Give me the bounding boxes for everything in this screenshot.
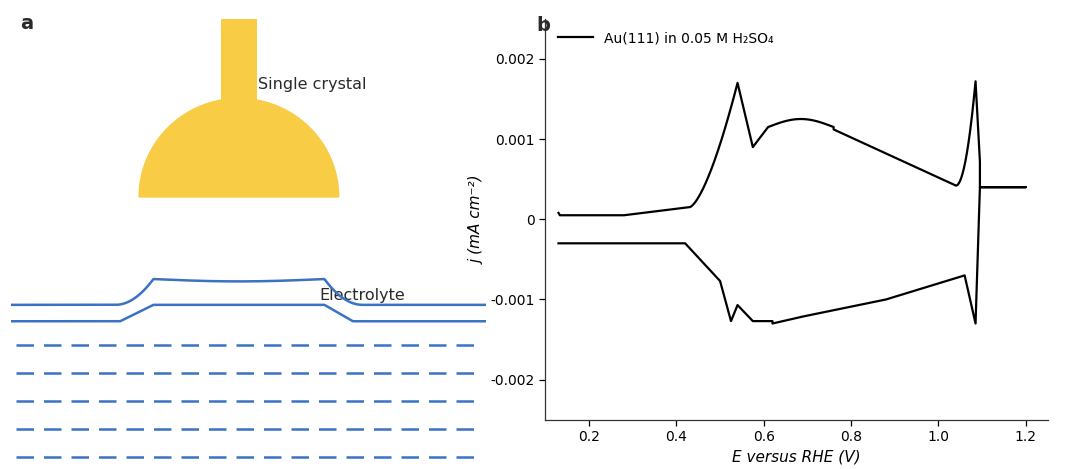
Bar [221, 19, 257, 197]
Text: a: a [21, 14, 33, 33]
Text: Electrolyte: Electrolyte [320, 288, 405, 303]
Text: Single crystal: Single crystal [258, 77, 366, 92]
Y-axis label: j (mA cm⁻²): j (mA cm⁻²) [470, 175, 485, 264]
Polygon shape [139, 98, 339, 197]
Legend: Au(111) in 0.05 M H₂SO₄: Au(111) in 0.05 M H₂SO₄ [552, 26, 779, 51]
X-axis label: E versus RHE (V): E versus RHE (V) [732, 450, 861, 465]
Text: b: b [537, 16, 551, 36]
